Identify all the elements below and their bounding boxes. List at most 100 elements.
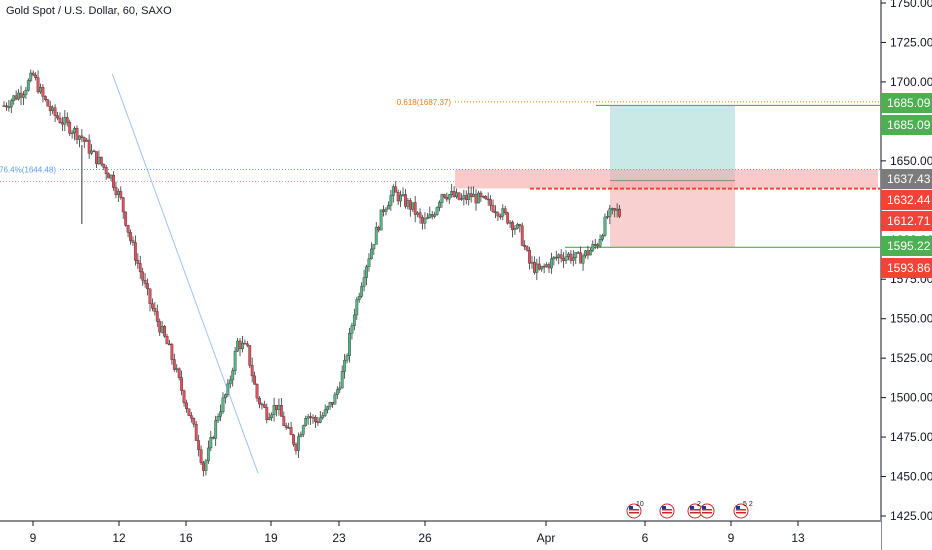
candle-body bbox=[440, 194, 444, 203]
candle-body bbox=[121, 197, 125, 213]
candle-body bbox=[197, 440, 201, 450]
candle-body bbox=[445, 197, 449, 200]
candle-body bbox=[204, 460, 208, 471]
x-tick-label: 16 bbox=[179, 531, 193, 545]
y-tick-label: 1725.00 bbox=[890, 35, 932, 49]
candle bbox=[194, 421, 198, 441]
candle-body bbox=[119, 191, 123, 198]
candle bbox=[618, 204, 621, 219]
candle bbox=[97, 150, 101, 165]
candle bbox=[550, 252, 553, 274]
candle bbox=[435, 206, 439, 216]
candle bbox=[31, 70, 35, 77]
flag-us-icon[interactable]: 5 2 bbox=[733, 501, 753, 519]
price-tag-bg bbox=[881, 169, 932, 189]
candle-body bbox=[22, 94, 25, 98]
candle-body bbox=[518, 224, 522, 227]
candle bbox=[236, 337, 239, 352]
candle-body bbox=[299, 434, 303, 437]
candle-body bbox=[447, 194, 451, 200]
candle bbox=[464, 190, 468, 205]
candle bbox=[253, 371, 257, 385]
candle-body bbox=[73, 128, 76, 134]
candle bbox=[382, 205, 385, 217]
candle bbox=[309, 412, 312, 425]
candle bbox=[68, 119, 72, 137]
candle-body bbox=[399, 194, 402, 202]
candle-body bbox=[588, 249, 592, 256]
candle-body bbox=[369, 248, 373, 260]
candle bbox=[606, 210, 609, 220]
candle bbox=[430, 210, 434, 220]
candle-body bbox=[311, 416, 315, 419]
candle-body bbox=[153, 307, 157, 312]
candle bbox=[562, 252, 566, 268]
candle-body bbox=[60, 122, 64, 125]
candle bbox=[182, 389, 186, 407]
candle bbox=[12, 95, 16, 105]
x-tick-label: 9 bbox=[30, 531, 37, 545]
candle bbox=[211, 435, 215, 440]
candle bbox=[496, 211, 500, 221]
flag-stripe bbox=[629, 512, 639, 514]
candle-body bbox=[116, 191, 120, 195]
candle-body bbox=[109, 174, 113, 179]
candle-body bbox=[17, 92, 20, 100]
candle-body bbox=[428, 214, 432, 218]
candle bbox=[535, 258, 539, 281]
candle-body bbox=[496, 212, 500, 217]
candle bbox=[508, 219, 512, 228]
candle bbox=[498, 213, 502, 220]
candle-body bbox=[316, 421, 320, 423]
x-tick-label: 9 bbox=[728, 531, 735, 545]
candle bbox=[559, 249, 563, 263]
candle bbox=[277, 398, 281, 416]
flag-count: 10 bbox=[636, 501, 644, 508]
flag-us-icon[interactable]: 10 bbox=[626, 501, 644, 519]
y-tick-label: 1700.00 bbox=[890, 75, 932, 89]
candle-body bbox=[238, 340, 242, 350]
candle-body bbox=[314, 416, 317, 422]
candle-body bbox=[95, 151, 98, 164]
candle bbox=[557, 253, 561, 265]
candle-body bbox=[571, 257, 575, 261]
candle bbox=[394, 181, 398, 193]
candle-body bbox=[433, 214, 437, 217]
price-tag-label: 1612.71 bbox=[887, 214, 931, 228]
candle bbox=[384, 207, 388, 216]
flag-stripe bbox=[702, 509, 712, 511]
candle-body bbox=[596, 244, 600, 247]
flag-us-icon[interactable] bbox=[699, 503, 715, 519]
candle-body bbox=[469, 193, 473, 198]
candle-body bbox=[520, 225, 524, 246]
candle bbox=[433, 211, 437, 219]
candle-body bbox=[416, 212, 420, 215]
candle bbox=[603, 213, 607, 237]
candle-body bbox=[236, 340, 239, 352]
candle-body bbox=[394, 186, 398, 193]
candle bbox=[233, 346, 237, 375]
flag-us-icon[interactable]: 2 bbox=[687, 501, 703, 519]
candle-body bbox=[46, 99, 50, 107]
candle-body bbox=[63, 117, 67, 125]
candle bbox=[326, 405, 329, 414]
flag-us-icon[interactable] bbox=[659, 503, 675, 519]
price-tag-label: 1685.09 bbox=[887, 118, 931, 132]
candle bbox=[486, 192, 490, 206]
candle bbox=[479, 190, 483, 202]
candle bbox=[350, 322, 354, 340]
candle-body bbox=[374, 227, 378, 245]
candle-body bbox=[562, 257, 566, 261]
candle bbox=[75, 125, 79, 145]
candle bbox=[447, 194, 451, 204]
candle-body bbox=[377, 227, 381, 231]
candle-body bbox=[515, 224, 519, 229]
candle-body bbox=[610, 208, 614, 210]
candle bbox=[494, 205, 497, 219]
candle bbox=[513, 224, 517, 236]
candle bbox=[289, 421, 293, 435]
candle-body bbox=[5, 105, 8, 108]
candle bbox=[189, 411, 193, 423]
candle bbox=[343, 353, 347, 379]
